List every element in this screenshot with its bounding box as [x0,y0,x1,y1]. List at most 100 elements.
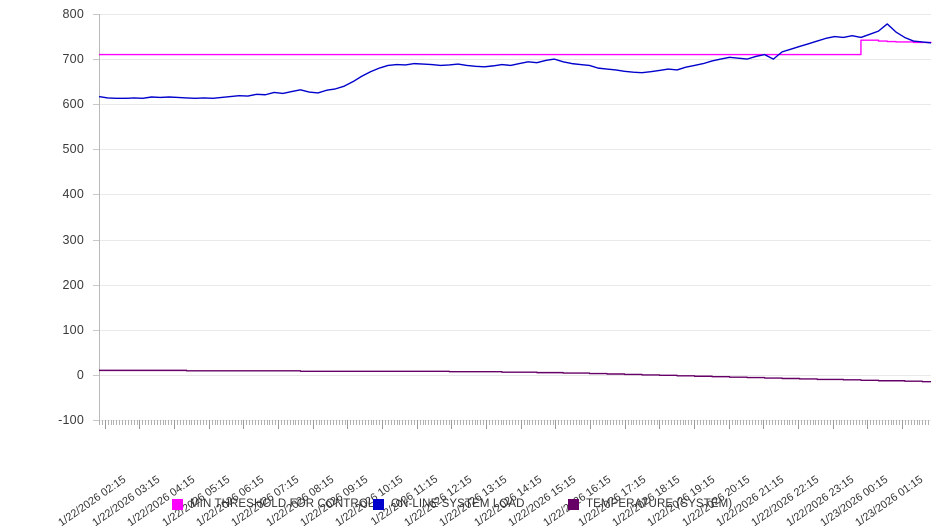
x-tick-mark [731,420,733,425]
x-tick-mark [913,420,915,425]
x-tick-mark [671,420,672,425]
x-tick-mark [728,420,730,429]
x-tick-mark [725,420,727,425]
x-tick-mark [486,420,488,429]
x-tick-mark [910,420,912,425]
x-tick-mark [127,420,129,425]
x-tick-mark [125,420,126,425]
x-tick-mark [260,420,262,425]
x-tick-mark [812,420,814,425]
x-tick-mark [226,420,228,425]
x-tick-mark [543,420,545,425]
x-tick-mark [327,420,329,425]
x-tick-mark [642,420,644,425]
gridline [99,375,931,376]
legend-item[interactable]: MIN THRESHOLD FOR CONTROL [172,494,374,514]
x-tick-mark [463,420,464,425]
x-tick-mark [668,420,670,425]
x-tick-mark [335,420,337,425]
x-tick-mark [113,420,115,425]
x-tick-mark [483,420,485,425]
x-tick-mark [824,420,826,425]
x-tick-mark [552,420,554,425]
series-line [99,369,931,383]
x-tick-mark [240,420,242,425]
gridline [99,14,931,15]
x-tick-mark [916,420,918,425]
x-tick-mark [526,420,528,425]
gridline [99,285,931,286]
x-tick-mark [188,420,190,425]
x-tick-mark [555,420,557,429]
x-tick-mark [682,420,684,425]
x-tick-mark [396,420,398,425]
y-tick-mark [93,330,99,331]
x-tick-mark [832,420,834,429]
x-tick-mark [425,420,427,425]
x-tick-mark [182,420,184,425]
x-tick-mark [356,420,358,425]
x-tick-mark [101,420,103,425]
x-tick-mark [717,420,719,425]
x-tick-mark [740,420,742,425]
x-tick-mark [899,420,901,425]
x-tick-mark [624,420,626,429]
x-tick-mark [174,420,176,429]
x-tick-mark [162,420,164,425]
x-tick-mark [639,420,641,425]
x-tick-mark [145,420,147,425]
y-tick-label: 800 [62,7,84,21]
x-tick-mark [613,420,615,425]
x-tick-mark [434,420,436,425]
series-line [98,23,932,100]
x-tick-mark [179,420,181,425]
x-tick-mark [200,420,202,425]
x-tick-mark [876,420,878,425]
y-tick-mark [93,194,99,195]
x-tick-mark [546,420,548,425]
x-axis-ticks [99,420,931,429]
x-tick-mark [587,420,589,425]
x-tick-mark [827,420,828,425]
x-tick-mark [645,420,646,425]
legend-label: TEMPERATURE (SYSTEM) [586,498,733,510]
x-tick-mark [786,420,788,425]
x-tick-mark [419,420,421,425]
x-tick-mark [922,420,924,425]
legend-swatch-icon [172,498,183,510]
x-tick-mark [341,420,343,425]
x-tick-mark [266,420,268,425]
x-tick-mark [711,420,713,425]
x-tick-mark [881,420,883,425]
legend-item[interactable]: ON-LINE SYSTEM LOAD [373,494,525,514]
y-tick-mark [93,59,99,60]
x-tick-mark [720,420,722,425]
x-tick-mark [257,420,259,425]
x-tick-mark [818,420,820,425]
x-tick-mark [468,420,470,425]
x-tick-mark [627,420,629,425]
x-tick-mark [864,420,866,425]
x-tick-mark [928,420,930,425]
x-tick-mark [754,420,756,425]
legend-item[interactable]: TEMPERATURE (SYSTEM) [568,494,732,514]
x-tick-mark [610,420,612,425]
x-tick-mark [835,420,837,425]
x-tick-mark [590,420,592,429]
x-tick-mark [806,420,808,425]
y-axis-line [99,14,100,420]
x-tick-mark [853,420,854,425]
x-tick-mark [601,420,603,425]
y-tick-label: 100 [62,322,84,337]
x-tick-mark [763,420,765,429]
x-tick-mark [333,420,334,425]
x-tick-mark [567,420,568,425]
x-tick-mark [465,420,467,425]
x-tick-mark [460,420,462,425]
x-tick-mark [361,420,363,425]
x-tick-mark [445,420,447,425]
x-tick-mark [838,420,840,425]
x-tick-mark [541,420,542,425]
legend-swatch-icon [568,498,579,510]
x-tick-mark [442,420,444,425]
